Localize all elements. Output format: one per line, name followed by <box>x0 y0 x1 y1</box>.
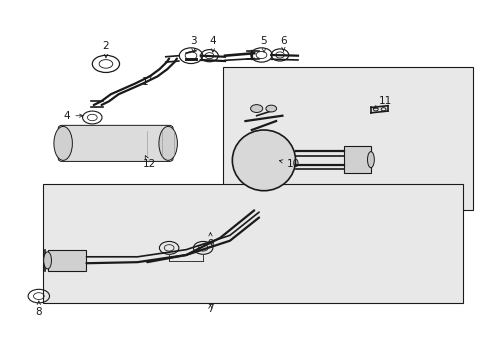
Text: 7: 7 <box>207 303 213 314</box>
Bar <box>222 67 472 210</box>
Text: 11: 11 <box>373 96 391 109</box>
Text: 6: 6 <box>280 36 286 51</box>
Text: 5: 5 <box>260 36 267 52</box>
Ellipse shape <box>159 126 177 160</box>
Ellipse shape <box>54 126 72 160</box>
Ellipse shape <box>367 152 373 168</box>
Text: 3: 3 <box>190 36 196 52</box>
Ellipse shape <box>232 130 295 191</box>
Text: 4: 4 <box>63 111 82 121</box>
Ellipse shape <box>250 105 262 112</box>
Text: 2: 2 <box>102 41 109 58</box>
Text: 1: 1 <box>141 75 151 87</box>
Text: 9: 9 <box>207 233 213 249</box>
Ellipse shape <box>265 105 276 112</box>
Text: 10: 10 <box>279 159 299 169</box>
Text: 12: 12 <box>143 156 156 169</box>
Ellipse shape <box>43 252 51 269</box>
Bar <box>42 184 462 303</box>
Text: 4: 4 <box>209 36 216 52</box>
FancyBboxPatch shape <box>58 125 173 161</box>
Text: 8: 8 <box>36 301 42 317</box>
Bar <box>344 146 370 173</box>
Bar <box>47 249 86 271</box>
